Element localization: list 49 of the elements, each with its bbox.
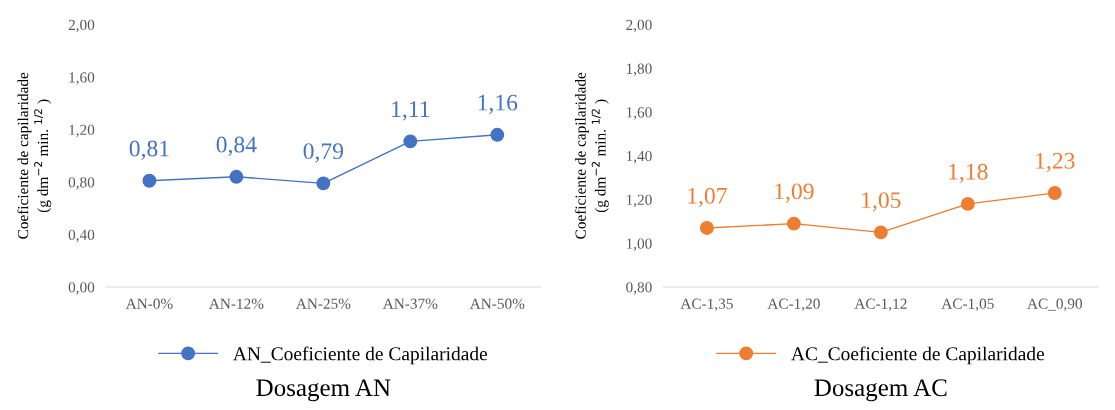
y-tick-label: 0,80 bbox=[626, 282, 652, 295]
point bbox=[229, 169, 244, 184]
x-axis-title: Dosagem AC bbox=[814, 379, 947, 402]
x-tick-label: AC-1,20 bbox=[767, 298, 820, 312]
y-tick-label: 1,60 bbox=[69, 72, 95, 85]
point bbox=[960, 196, 975, 211]
y-tick-label: 1,80 bbox=[626, 63, 652, 76]
legend-label: AC_Coeficiente de Capilaridade bbox=[791, 346, 1044, 365]
x-tick-label: AC-1,35 bbox=[680, 298, 733, 312]
y-tick-label: 1,20 bbox=[626, 194, 652, 208]
y-tick-label: 1,00 bbox=[626, 238, 652, 251]
data-label: 0,79 bbox=[303, 143, 344, 163]
y-tick-label: 0,40 bbox=[68, 229, 95, 243]
point bbox=[142, 173, 157, 188]
y-tick-label: 0,00 bbox=[68, 282, 95, 295]
point bbox=[786, 216, 801, 231]
point bbox=[316, 176, 331, 191]
y-tick-label: 1,40 bbox=[626, 150, 652, 164]
y-tick-label: 0,80 bbox=[68, 177, 95, 190]
x-tick-label: AN-0% bbox=[125, 298, 173, 309]
x-tick-label: AC-1,12 bbox=[854, 298, 907, 312]
point bbox=[1047, 186, 1062, 200]
x-tick-label: AC_0,90 bbox=[1027, 298, 1083, 312]
x-tick-label: AN-12% bbox=[208, 298, 264, 309]
x-axis-title: Dosagem AN bbox=[256, 379, 391, 402]
y-tick-label: 1,20 bbox=[69, 124, 95, 138]
y-tick-label: 2,00 bbox=[68, 19, 95, 33]
data-label: 1,16 bbox=[478, 94, 518, 114]
y-axis-title: Coeficiente de capilaridade (g dm$^{−2}$ min. $^{1/2}$ ) bbox=[17, 72, 52, 239]
data-label: 1,23 bbox=[1036, 152, 1075, 173]
point bbox=[873, 225, 888, 240]
data-label: 0,84 bbox=[216, 136, 257, 156]
y-tick-label: 2,00 bbox=[626, 19, 652, 33]
y-axis-title: Coeficiente de capilaridade (g dm$^{−2}$ min. $^{1/2}$ ) bbox=[574, 72, 609, 239]
x-tick-label: AN-25% bbox=[295, 298, 351, 309]
data-label: 1,05 bbox=[862, 192, 901, 212]
x-tick-label: AN-37% bbox=[382, 298, 438, 309]
x-tick-label: AN-50% bbox=[469, 298, 525, 309]
y-tick-label: 1,60 bbox=[626, 107, 652, 120]
point bbox=[699, 221, 714, 235]
point bbox=[490, 127, 505, 142]
data-label: 1,09 bbox=[775, 183, 814, 203]
data-label: 1,11 bbox=[392, 101, 430, 121]
data-label: 1,18 bbox=[949, 163, 988, 184]
legend-label: AN_Coeficiente de Capilaridade bbox=[233, 346, 488, 365]
x-tick-label: AC-1,05 bbox=[941, 298, 994, 312]
point bbox=[403, 134, 418, 149]
data-label: 0,81 bbox=[129, 140, 169, 160]
data-label: 1,07 bbox=[688, 187, 727, 208]
